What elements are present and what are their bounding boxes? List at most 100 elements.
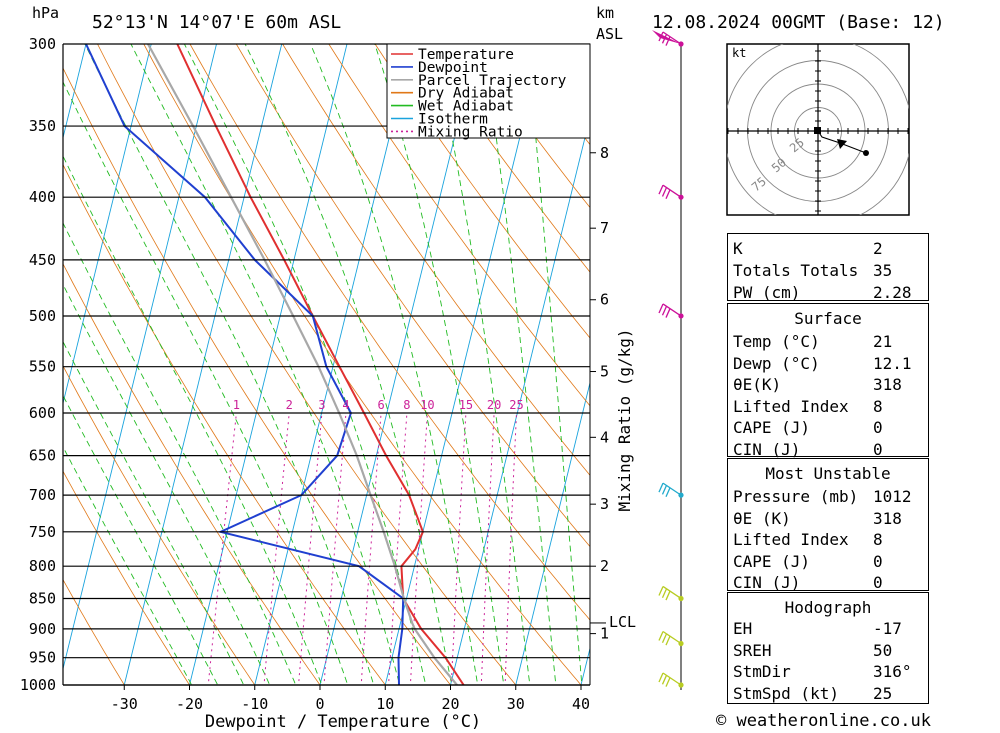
wet-adiabat-line: [482, 44, 557, 685]
table-row: θE (K) 318: [733, 508, 902, 528]
dry-adiabat-line: [63, 365, 256, 685]
km-tick-label: 6: [600, 291, 609, 309]
wind-barb: [658, 303, 682, 318]
table-row: StmDir 316°: [733, 662, 912, 682]
table-row: Lifted Index 8: [733, 396, 883, 416]
km-tick-label: 3: [600, 495, 609, 513]
wet-adiabat-line: [63, 81, 349, 685]
pressure-tick-label: 800: [29, 557, 56, 575]
table-row: StmSpd (kt) 25: [733, 683, 893, 703]
isotherm-line: [515, 380, 590, 685]
table-row: EH -17: [733, 619, 902, 638]
most-unstable-title: Most Unstable: [765, 464, 891, 483]
dry-adiabat-line: [63, 263, 321, 685]
wet-adiabat-line: [183, 44, 427, 685]
isotherm-line: [254, 44, 413, 685]
x-tick-label: -20: [176, 695, 203, 713]
table-row: SREH 50: [733, 640, 893, 660]
pressure-tick-label: 450: [29, 251, 56, 269]
dry-adiabat-line: [235, 44, 590, 548]
mixing-ratio-label: 1: [233, 398, 240, 412]
legend-entry: Parcel Trajectory: [418, 73, 567, 89]
wind-barb: [658, 630, 682, 646]
table-row: CIN (J) 0: [733, 440, 883, 459]
mixing-ratio-line: [409, 412, 428, 685]
surface-title: Surface: [794, 309, 862, 328]
hodograph-table-panel: Hodograph EH -17 SREH 50 StmDir 316° StmSpd (k…: [727, 592, 929, 704]
table-row: CAPE (J) 0: [733, 418, 883, 438]
table-row: Pressure (mb) 1012: [733, 487, 912, 506]
legend-entry: Mixing Ratio: [418, 124, 523, 140]
wet-adiabat-line: [84, 44, 375, 685]
pressure-unit-label: hPa: [32, 4, 60, 22]
pressure-tick-label: 700: [29, 486, 56, 504]
isotherm-line: [63, 44, 152, 406]
x-tick-label: 0: [315, 695, 324, 713]
legend-entry: Dewpoint: [418, 60, 488, 76]
mixing-ratio-line: [504, 412, 517, 685]
pressure-tick-label: 950: [29, 649, 56, 667]
legend-entry: Dry Adiabat: [418, 86, 514, 102]
pressure-tick-label: 750: [29, 523, 56, 541]
table-row: Temp (°C) 21: [733, 332, 893, 351]
mixing-ratio-axis-title: Mixing Ratio (g/kg): [615, 328, 634, 511]
table-row: Dewp (°C) 12.1: [733, 353, 912, 373]
wind-barb: [658, 672, 682, 687]
pressure-tick-label: 400: [29, 188, 56, 206]
isotherm-line: [0, 26, 25, 711]
pressure-tick-label: 350: [29, 117, 56, 135]
table-row: CAPE (J) 0: [733, 551, 883, 571]
pressure-tick-label: 1000: [20, 676, 56, 694]
x-axis-title: Dewpoint / Temperature (°C): [205, 712, 481, 732]
index-row-pw: PW (cm) 2.28: [733, 283, 912, 302]
mixing-ratio-line: [298, 412, 323, 685]
isotherm-line: [384, 44, 544, 685]
table-row: CIN (J) 0: [733, 573, 883, 593]
x-tick-label: -30: [111, 695, 138, 713]
plot-area: [0, 26, 590, 711]
mixing-ratio-line: [388, 412, 408, 685]
mixing-ratio-label: 6: [377, 398, 384, 412]
dry-adiabat-line: [328, 44, 590, 407]
dewpoint-profile: [85, 44, 405, 685]
km-tick-label: 7: [600, 219, 609, 237]
pressure-tick-label: 650: [29, 447, 56, 465]
mixing-ratio-label: 3: [318, 398, 325, 412]
mixing-ratio-line: [450, 412, 467, 685]
wet-adiabat-line: [63, 222, 297, 685]
mixing-ratio-label: 2: [286, 398, 293, 412]
mixing-ratio-label: 4: [342, 398, 349, 412]
table-row: Lifted Index 8: [733, 530, 883, 550]
pressure-tick-label: 900: [29, 620, 56, 638]
mixing-ratio-label: 25: [509, 398, 523, 412]
wet-adiabat-line: [374, 44, 505, 685]
dry-adiabat-line: [97, 44, 517, 685]
wet-adiabat-line: [63, 394, 219, 685]
km-tick-label: 4: [600, 428, 609, 446]
storm-motion-arrow: [837, 139, 847, 149]
hodograph-table-title: Hodograph: [784, 598, 872, 617]
mixing-ratio-line: [323, 412, 347, 685]
mixing-ratio-label: 8: [403, 398, 410, 412]
hodograph-unit: kt: [732, 46, 746, 60]
dry-adiabat-line: [63, 578, 125, 685]
wet-adiabat-line: [130, 44, 401, 685]
credit-text: © weatheronline.co.uk: [716, 711, 931, 731]
pressure-tick-label: 600: [29, 404, 56, 422]
km-tick-label: 8: [600, 144, 609, 162]
legend-entry: Temperature: [418, 47, 514, 63]
hodograph-end-marker: [863, 150, 869, 156]
isotherm-line: [319, 44, 478, 685]
wet-adiabat-line: [526, 44, 583, 685]
legend-box: [386, 43, 591, 139]
dry-adiabat-line: [420, 44, 590, 273]
legend-entry: Isotherm: [418, 112, 488, 128]
isotherm-line: [123, 44, 283, 685]
isotherm-line: [450, 115, 590, 685]
most-unstable-panel: Most Unstable Pressure (mb) 1012 θE (K) 318…: [727, 458, 929, 593]
dry-adiabat-line: [63, 163, 386, 685]
